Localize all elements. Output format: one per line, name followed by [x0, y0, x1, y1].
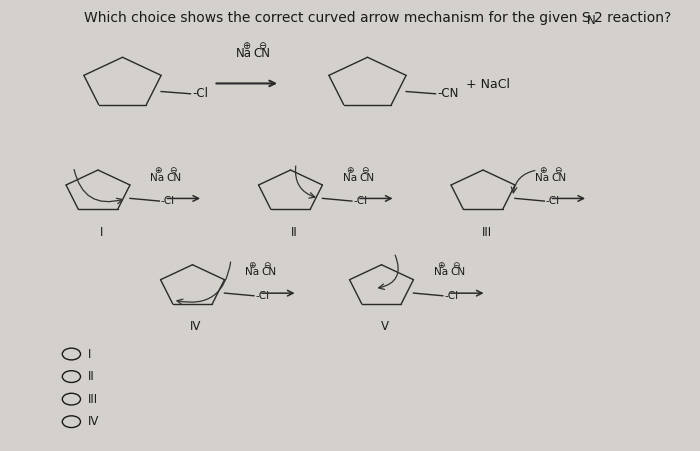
Text: Na: Na — [434, 267, 448, 277]
Text: CN: CN — [167, 173, 182, 183]
Text: -CN: -CN — [437, 87, 459, 100]
Text: ⊕: ⊕ — [346, 166, 354, 175]
Text: II: II — [88, 370, 94, 383]
Text: + NaCl: + NaCl — [466, 78, 510, 91]
Text: CN: CN — [253, 46, 270, 60]
Text: CN: CN — [359, 173, 375, 183]
Text: CN: CN — [450, 267, 466, 277]
Text: -Cl: -Cl — [161, 196, 175, 206]
Text: ⊖: ⊖ — [169, 166, 176, 175]
Text: I: I — [100, 226, 103, 239]
Text: -Cl: -Cl — [256, 291, 270, 301]
Text: -Cl: -Cl — [354, 196, 368, 206]
Text: Na: Na — [343, 173, 357, 183]
Text: II: II — [290, 226, 298, 239]
Text: IV: IV — [190, 321, 202, 333]
Text: ⊕: ⊕ — [248, 261, 256, 270]
Text: CN: CN — [261, 267, 277, 277]
Text: Na: Na — [150, 173, 164, 183]
Text: -Cl: -Cl — [192, 87, 208, 100]
Text: ⊕: ⊕ — [539, 166, 546, 175]
Text: 2 reaction?: 2 reaction? — [594, 11, 671, 25]
Text: ⊖: ⊖ — [554, 166, 561, 175]
Text: Na: Na — [245, 267, 259, 277]
Text: ⊖: ⊖ — [258, 41, 267, 51]
Text: -Cl: -Cl — [444, 291, 458, 301]
Text: ⊖: ⊖ — [264, 261, 271, 270]
Text: Which choice shows the correct curved arrow mechanism for the given S: Which choice shows the correct curved ar… — [84, 11, 591, 25]
Text: Na: Na — [236, 46, 251, 60]
Text: N: N — [587, 14, 595, 27]
Text: ⊕: ⊕ — [438, 261, 444, 270]
Text: V: V — [381, 321, 389, 333]
Text: Na: Na — [536, 173, 550, 183]
Text: ⊕: ⊕ — [154, 166, 161, 175]
Text: III: III — [482, 226, 491, 239]
Text: IV: IV — [88, 415, 99, 428]
Text: -Cl: -Cl — [546, 196, 560, 206]
Text: ⊕: ⊕ — [242, 41, 251, 51]
Text: I: I — [88, 348, 91, 360]
Text: CN: CN — [552, 173, 567, 183]
Text: ⊖: ⊖ — [362, 166, 369, 175]
Text: III: III — [88, 393, 97, 405]
Text: ⊖: ⊖ — [453, 261, 460, 270]
